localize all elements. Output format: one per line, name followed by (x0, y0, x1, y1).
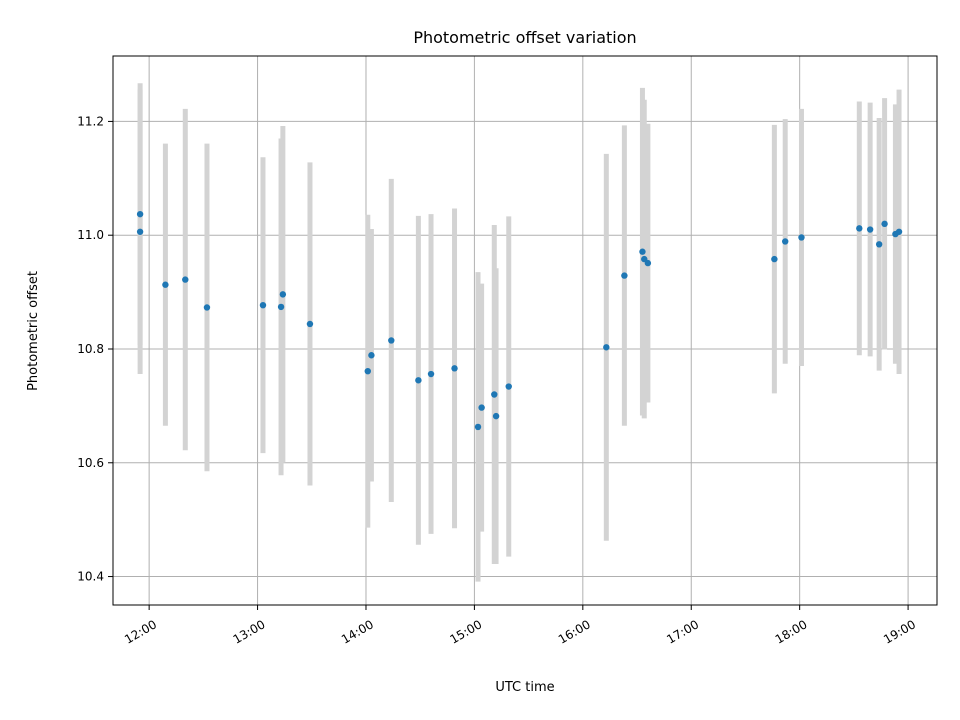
data-point (895, 228, 903, 235)
data-point (136, 228, 144, 235)
y-tick-label: 10.4 (77, 570, 104, 584)
data-point (427, 370, 435, 378)
data-point (866, 226, 874, 233)
data-point (881, 220, 888, 228)
x-axis-label: UTC time (495, 680, 554, 695)
data-point (782, 238, 789, 245)
data-point (279, 291, 287, 298)
data-point (388, 337, 395, 344)
data-point (603, 344, 610, 351)
data-point (856, 225, 863, 232)
data-point (491, 391, 498, 398)
data-point (771, 255, 778, 263)
data-point (639, 248, 646, 255)
point-layer (136, 210, 903, 431)
plot-frame (112, 55, 938, 606)
data-point (644, 259, 652, 267)
data-point (277, 303, 285, 311)
data-point (505, 383, 512, 390)
data-point (364, 367, 371, 375)
data-point (621, 272, 628, 279)
data-point (474, 423, 482, 431)
data-point (492, 412, 500, 420)
tick-layer: 12:00 13:00 14:00 15:00 16:00 17:00 18:00 19:00… (77, 114, 918, 646)
y-tick-label: 11.0 (77, 228, 104, 242)
data-point (415, 377, 422, 384)
y-tick-label: 11.2 (77, 114, 104, 128)
chart-title: Photometric offset variation (413, 28, 636, 47)
data-point (259, 301, 267, 309)
y-tick-label: 10.8 (77, 342, 104, 356)
y-axis-label: Photometric offset (26, 271, 41, 391)
data-point (182, 276, 189, 283)
data-point (368, 352, 375, 359)
y-tick-label: 10.6 (77, 456, 104, 470)
data-point (162, 281, 169, 288)
data-point (306, 320, 314, 328)
data-point (478, 404, 485, 411)
data-point (875, 241, 883, 248)
data-point (203, 304, 211, 311)
data-point (798, 234, 805, 241)
data-point (136, 210, 144, 218)
data-point (451, 365, 458, 372)
